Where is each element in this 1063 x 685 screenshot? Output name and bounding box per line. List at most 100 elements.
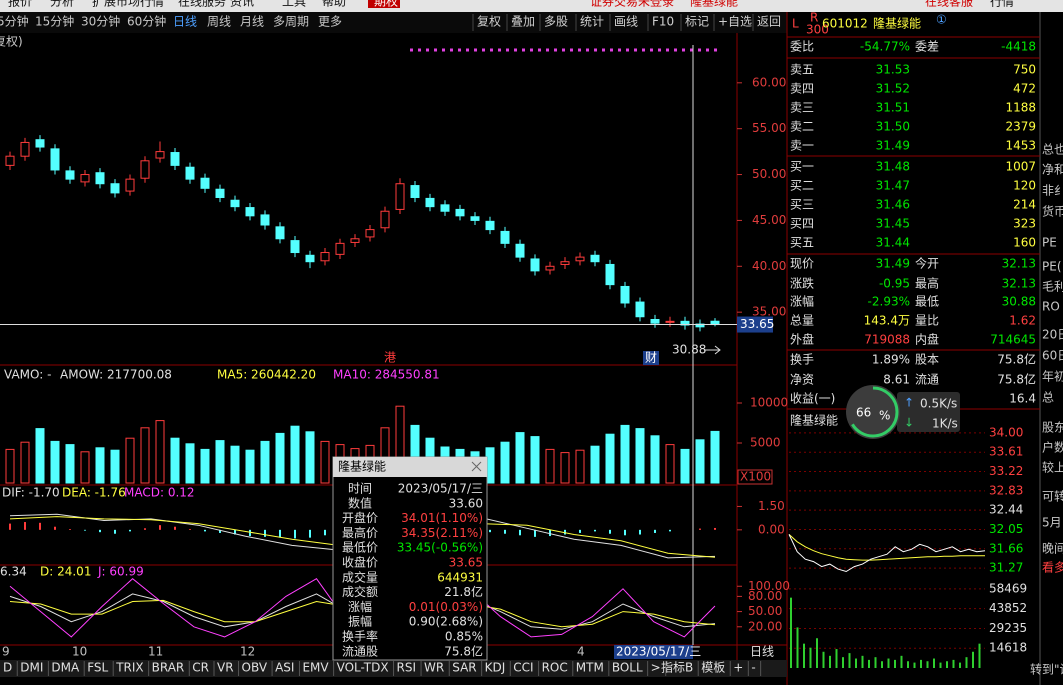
y-tick-label: 0.00 — [758, 522, 785, 536]
tool-button[interactable]: 复权 — [477, 15, 501, 29]
indicator-tab[interactable]: 模板 — [701, 661, 725, 675]
quote-price: 31.48 — [876, 160, 910, 174]
indicator-tab[interactable]: BOLL — [612, 661, 643, 675]
period-tab[interactable]: 日线 — [173, 15, 197, 29]
period-tab[interactable]: 更多 — [318, 15, 342, 29]
indicator-tab[interactable]: BRAR — [152, 661, 185, 675]
tool-button[interactable]: 叠加 — [511, 15, 535, 29]
period-tab[interactable]: 周线 — [207, 15, 231, 29]
tool-button[interactable]: 画线 — [614, 15, 638, 29]
y-tick-label: 40.00 — [752, 259, 786, 273]
indicator-tab[interactable]: RSI — [397, 661, 417, 675]
tool-button[interactable]: 返回 — [757, 15, 781, 29]
indicator-tab[interactable]: FSL — [87, 661, 108, 675]
indicator-tab[interactable]: SAR — [452, 661, 476, 675]
indicator-tab[interactable]: + — [733, 661, 743, 675]
volume-bar — [215, 440, 225, 484]
quote-volume: 120 — [1013, 179, 1036, 193]
period-tab[interactable]: 月线 — [240, 15, 264, 29]
quote-value: -0.95 — [879, 277, 910, 291]
menu-item[interactable]: 期权 — [374, 0, 398, 9]
x-tick-label: 9 — [2, 645, 10, 659]
candle-body — [575, 256, 585, 262]
tool-button[interactable]: +自选 — [718, 15, 752, 29]
quote-volume: 1188 — [1005, 101, 1036, 115]
candle-body — [140, 160, 150, 179]
candle-body — [260, 214, 270, 226]
indicator-tab[interactable]: ROC — [542, 661, 568, 675]
indicator-tab[interactable]: VOL-TDX — [337, 661, 389, 675]
indicator-tab[interactable]: - — [751, 661, 755, 675]
quote-price: 31.47 — [876, 179, 910, 193]
kdj-legend: D: 24.01 — [40, 565, 91, 579]
indicator-tab[interactable]: CR — [192, 661, 209, 675]
quote-label: 内盘 — [915, 332, 939, 347]
popup-value: 75.8亿 — [444, 643, 483, 658]
quote-label: 最低 — [915, 295, 939, 309]
indicator-tab[interactable]: VR — [217, 661, 234, 675]
indicator-tab[interactable]: DMA — [51, 661, 80, 675]
volume-bar — [110, 449, 120, 484]
speed-ring — [847, 386, 899, 438]
volume-bar — [50, 440, 60, 484]
side-label: 货币 — [1042, 204, 1063, 219]
menu-item[interactable]: 扩展市场行情 — [92, 0, 164, 9]
indicator-tab[interactable]: D — [3, 661, 12, 675]
tool-button[interactable]: 统计 — [580, 15, 604, 29]
indicator-tab[interactable]: > — [651, 661, 661, 675]
y-tick-label: 55.00 — [752, 121, 786, 135]
quote-label: 涨跌 — [790, 276, 814, 291]
side-label: 总也 — [1042, 143, 1063, 157]
kdj-legend: 6.34 — [0, 565, 27, 579]
menu-item[interactable]: 资讯 — [230, 0, 254, 9]
menu-item[interactable]: 在线服务 — [178, 0, 226, 9]
indicator-tab[interactable]: KDJ — [485, 661, 506, 675]
menu-item[interactable]: 证券交易未登录 — [590, 0, 674, 9]
indicator-tab[interactable]: ASI — [275, 661, 294, 675]
tool-button[interactable]: F10 — [652, 15, 674, 29]
y-tick-label: 32.83 — [989, 483, 1023, 497]
event-box — [643, 351, 659, 365]
candle-body — [155, 151, 165, 159]
menu-item[interactable]: 分析 — [50, 0, 74, 9]
menu-item[interactable]: 工具 — [282, 0, 306, 9]
side-label: 总 — [1042, 391, 1054, 405]
menu-item[interactable]: 行情 — [990, 0, 1014, 9]
popup-title: 隆基绿能 — [338, 459, 386, 474]
indicator-tab[interactable]: CCI — [513, 661, 533, 675]
indicator-tab[interactable]: MTM — [576, 661, 604, 675]
event-marker: 财 — [645, 351, 657, 365]
y-tick-label: 33.22 — [989, 464, 1023, 478]
period-tab[interactable]: 15分钟 — [35, 14, 74, 29]
period-tab[interactable]: 5分钟 — [0, 14, 29, 29]
y-tick-label: 50.00 — [752, 167, 786, 181]
indicator-tab[interactable]: EMV — [302, 661, 329, 675]
menu-item[interactable]: 报价 — [8, 0, 32, 9]
tool-button[interactable]: 多股 — [544, 15, 568, 29]
quote-value: 32.13 — [1002, 277, 1036, 291]
period-tab[interactable]: 多周期 — [273, 15, 309, 29]
indicator-tab[interactable]: OBV — [242, 661, 268, 675]
volume-bar — [545, 448, 555, 484]
period-tab[interactable]: 60分钟 — [127, 14, 166, 29]
tool-button[interactable]: 标记 — [685, 15, 709, 29]
quote-price: 31.44 — [876, 236, 910, 250]
period-tab[interactable]: 30分钟 — [81, 14, 120, 29]
volume-bar — [230, 445, 240, 484]
menu-item[interactable]: 帮助 — [322, 0, 346, 9]
quote-volume: 1007 — [1005, 160, 1036, 174]
board-tag: R — [810, 11, 818, 25]
indicator-tab[interactable]: TRIX — [115, 661, 143, 675]
menu-item[interactable]: 在线客服 — [925, 0, 973, 9]
popup-value: 644931 — [437, 570, 483, 584]
quote-label: 卖一 — [790, 139, 814, 153]
quote-price: 31.51 — [876, 101, 910, 115]
quote-value: 143.4万 — [864, 314, 910, 328]
quote-label: 买一 — [790, 160, 814, 174]
menu-item[interactable]: 隆基绿能 — [690, 0, 738, 9]
candle-body — [545, 265, 555, 271]
indicator-tab[interactable]: WR — [424, 661, 444, 675]
indicator-tab[interactable]: 指标B — [661, 660, 693, 675]
indicator-tab[interactable]: DMI — [20, 661, 43, 675]
